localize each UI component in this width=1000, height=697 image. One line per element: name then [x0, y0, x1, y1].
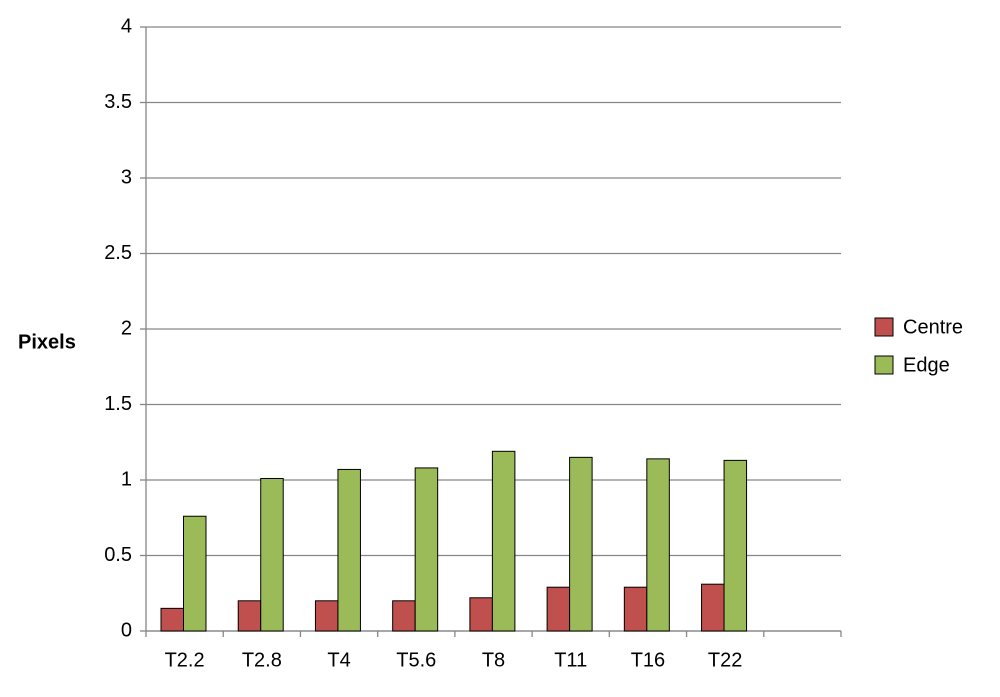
bar	[392, 600, 416, 632]
y-tick-label: 1.5	[104, 393, 132, 415]
legend-label: Centre	[903, 316, 963, 338]
y-tick-label: 2	[121, 317, 132, 339]
bar	[623, 586, 648, 632]
bar	[183, 515, 207, 632]
x-tick-label: T8	[482, 649, 505, 671]
legend-swatch	[874, 317, 894, 337]
bar	[491, 450, 516, 632]
y-tick-label: 0.5	[104, 544, 132, 566]
y-tick-label: 4	[121, 15, 132, 37]
bar	[260, 477, 284, 632]
bar	[314, 600, 339, 632]
y-tick-label: 2.5	[104, 242, 132, 264]
x-tick-label: T16	[631, 649, 665, 671]
y-tick-label: 3	[121, 166, 132, 188]
bar	[237, 600, 262, 632]
bar	[723, 459, 748, 632]
bar	[701, 583, 725, 632]
legend-label: Edge	[903, 354, 950, 376]
bar	[546, 586, 571, 632]
bar	[646, 458, 670, 632]
y-tick-label: 1	[121, 468, 132, 490]
x-tick-label: T22	[708, 649, 742, 671]
x-tick-label: T4	[327, 649, 350, 671]
bar	[414, 467, 439, 632]
bar	[160, 607, 184, 632]
y-axis-label: Pixels	[18, 331, 76, 353]
bar	[469, 597, 493, 632]
x-tick-label: T2.2	[165, 649, 205, 671]
bar	[337, 468, 361, 632]
x-tick-label: T2.8	[242, 649, 282, 671]
legend-swatch	[874, 355, 894, 375]
y-tick-label: 0	[121, 619, 132, 641]
bar	[569, 456, 593, 632]
x-tick-label: T11	[554, 649, 587, 671]
y-tick-label: 3.5	[104, 91, 132, 113]
x-tick-label: T5.6	[396, 649, 436, 671]
